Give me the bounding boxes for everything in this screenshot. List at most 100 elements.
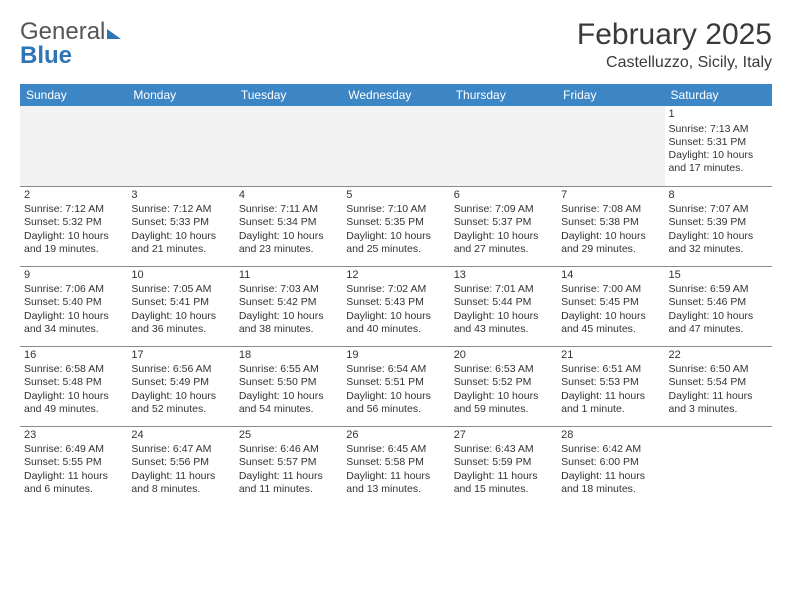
day-number: 14: [561, 269, 660, 283]
sunrise-line: Sunrise: 7:05 AM: [131, 283, 230, 296]
sunset-line: Sunset: 5:45 PM: [561, 296, 660, 309]
day-number: 22: [669, 349, 768, 363]
day-number: 12: [346, 269, 445, 283]
day-number: 20: [454, 349, 553, 363]
day-number: 26: [346, 429, 445, 443]
sunset-line: Sunset: 5:58 PM: [346, 456, 445, 469]
calendar-cell: 7Sunrise: 7:08 AMSunset: 5:38 PMDaylight…: [557, 186, 664, 266]
sunset-line: Sunset: 6:00 PM: [561, 456, 660, 469]
sunset-line: Sunset: 5:55 PM: [24, 456, 123, 469]
sunset-line: Sunset: 5:37 PM: [454, 216, 553, 229]
daylight-line: Daylight: 11 hours and 18 minutes.: [561, 470, 660, 496]
calendar-cell: 5Sunrise: 7:10 AMSunset: 5:35 PMDaylight…: [342, 186, 449, 266]
sunset-line: Sunset: 5:52 PM: [454, 376, 553, 389]
daylight-line: Daylight: 10 hours and 32 minutes.: [669, 230, 768, 256]
daylight-line: Daylight: 10 hours and 54 minutes.: [239, 390, 338, 416]
calendar-cell: [665, 426, 772, 506]
day-number: 21: [561, 349, 660, 363]
daylight-line: Daylight: 11 hours and 8 minutes.: [131, 470, 230, 496]
day-number: 15: [669, 269, 768, 283]
sunset-line: Sunset: 5:42 PM: [239, 296, 338, 309]
day-number: 10: [131, 269, 230, 283]
calendar-cell: 18Sunrise: 6:55 AMSunset: 5:50 PMDayligh…: [235, 346, 342, 426]
daylight-line: Daylight: 11 hours and 13 minutes.: [346, 470, 445, 496]
daylight-line: Daylight: 11 hours and 1 minute.: [561, 390, 660, 416]
daylight-line: Daylight: 10 hours and 52 minutes.: [131, 390, 230, 416]
day-number: 27: [454, 429, 553, 443]
calendar-cell: [342, 106, 449, 186]
daylight-line: Daylight: 10 hours and 19 minutes.: [24, 230, 123, 256]
day-header: Thursday: [450, 84, 557, 106]
day-number: 9: [24, 269, 123, 283]
day-header-row: SundayMondayTuesdayWednesdayThursdayFrid…: [20, 84, 772, 106]
day-number: 7: [561, 189, 660, 203]
day-number: 3: [131, 189, 230, 203]
day-header: Friday: [557, 84, 664, 106]
sunset-line: Sunset: 5:38 PM: [561, 216, 660, 229]
calendar-cell: [450, 106, 557, 186]
daylight-line: Daylight: 10 hours and 43 minutes.: [454, 310, 553, 336]
sunrise-line: Sunrise: 7:12 AM: [24, 203, 123, 216]
day-number: 4: [239, 189, 338, 203]
day-number: 23: [24, 429, 123, 443]
daylight-line: Daylight: 10 hours and 40 minutes.: [346, 310, 445, 336]
calendar-cell: 14Sunrise: 7:00 AMSunset: 5:45 PMDayligh…: [557, 266, 664, 346]
calendar-week-row: 16Sunrise: 6:58 AMSunset: 5:48 PMDayligh…: [20, 346, 772, 426]
day-header: Wednesday: [342, 84, 449, 106]
sunrise-line: Sunrise: 7:13 AM: [669, 123, 768, 136]
daylight-line: Daylight: 10 hours and 56 minutes.: [346, 390, 445, 416]
calendar-cell: 19Sunrise: 6:54 AMSunset: 5:51 PMDayligh…: [342, 346, 449, 426]
calendar-cell: 10Sunrise: 7:05 AMSunset: 5:41 PMDayligh…: [127, 266, 234, 346]
day-number: 11: [239, 269, 338, 283]
sunrise-line: Sunrise: 6:47 AM: [131, 443, 230, 456]
day-number: 6: [454, 189, 553, 203]
day-number: 28: [561, 429, 660, 443]
logo-text-2: Blue: [20, 42, 72, 69]
sunrise-line: Sunrise: 7:07 AM: [669, 203, 768, 216]
sunset-line: Sunset: 5:51 PM: [346, 376, 445, 389]
sunrise-line: Sunrise: 6:51 AM: [561, 363, 660, 376]
sunrise-line: Sunrise: 6:54 AM: [346, 363, 445, 376]
sunrise-line: Sunrise: 6:56 AM: [131, 363, 230, 376]
sunrise-line: Sunrise: 6:50 AM: [669, 363, 768, 376]
sunrise-line: Sunrise: 6:46 AM: [239, 443, 338, 456]
calendar-cell: 15Sunrise: 6:59 AMSunset: 5:46 PMDayligh…: [665, 266, 772, 346]
sunset-line: Sunset: 5:49 PM: [131, 376, 230, 389]
calendar-cell: 8Sunrise: 7:07 AMSunset: 5:39 PMDaylight…: [665, 186, 772, 266]
daylight-line: Daylight: 10 hours and 49 minutes.: [24, 390, 123, 416]
day-header: Monday: [127, 84, 234, 106]
day-number: 19: [346, 349, 445, 363]
sunset-line: Sunset: 5:46 PM: [669, 296, 768, 309]
logo-line2: Blue: [20, 42, 72, 70]
calendar-cell: 16Sunrise: 6:58 AMSunset: 5:48 PMDayligh…: [20, 346, 127, 426]
daylight-line: Daylight: 11 hours and 11 minutes.: [239, 470, 338, 496]
daylight-line: Daylight: 10 hours and 17 minutes.: [669, 149, 768, 175]
daylight-line: Daylight: 11 hours and 15 minutes.: [454, 470, 553, 496]
calendar-cell: 24Sunrise: 6:47 AMSunset: 5:56 PMDayligh…: [127, 426, 234, 506]
sunset-line: Sunset: 5:31 PM: [669, 136, 768, 149]
title-block: February 2025 Castelluzzo, Sicily, Italy: [577, 18, 772, 72]
sunrise-line: Sunrise: 7:10 AM: [346, 203, 445, 216]
calendar-cell: 9Sunrise: 7:06 AMSunset: 5:40 PMDaylight…: [20, 266, 127, 346]
sunset-line: Sunset: 5:41 PM: [131, 296, 230, 309]
calendar-cell: 12Sunrise: 7:02 AMSunset: 5:43 PMDayligh…: [342, 266, 449, 346]
day-number: 18: [239, 349, 338, 363]
day-header: Tuesday: [235, 84, 342, 106]
calendar-cell: 21Sunrise: 6:51 AMSunset: 5:53 PMDayligh…: [557, 346, 664, 426]
day-number: 2: [24, 189, 123, 203]
sunset-line: Sunset: 5:43 PM: [346, 296, 445, 309]
sunrise-line: Sunrise: 6:42 AM: [561, 443, 660, 456]
calendar-cell: [127, 106, 234, 186]
sunrise-line: Sunrise: 6:53 AM: [454, 363, 553, 376]
sunset-line: Sunset: 5:39 PM: [669, 216, 768, 229]
calendar-cell: [235, 106, 342, 186]
sunrise-line: Sunrise: 7:02 AM: [346, 283, 445, 296]
calendar-cell: 4Sunrise: 7:11 AMSunset: 5:34 PMDaylight…: [235, 186, 342, 266]
day-number: 13: [454, 269, 553, 283]
sunset-line: Sunset: 5:33 PM: [131, 216, 230, 229]
calendar-cell: 13Sunrise: 7:01 AMSunset: 5:44 PMDayligh…: [450, 266, 557, 346]
sunrise-line: Sunrise: 6:58 AM: [24, 363, 123, 376]
daylight-line: Daylight: 11 hours and 3 minutes.: [669, 390, 768, 416]
sunrise-line: Sunrise: 6:43 AM: [454, 443, 553, 456]
daylight-line: Daylight: 10 hours and 27 minutes.: [454, 230, 553, 256]
